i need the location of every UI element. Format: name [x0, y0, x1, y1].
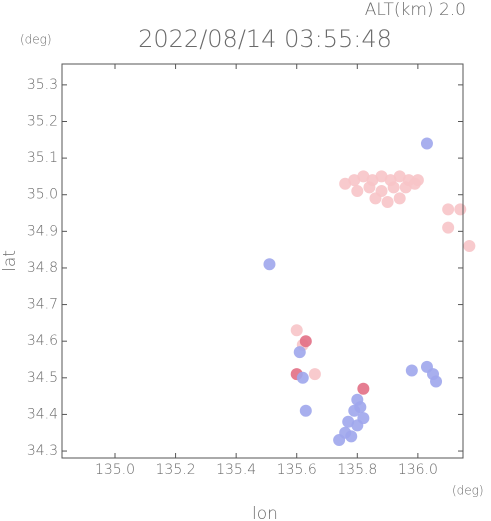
plot [263, 137, 476, 447]
x-tick-label: 135.0 [95, 462, 135, 478]
echo-point [351, 393, 364, 406]
y-tick-label: 34.8 [27, 260, 58, 276]
echo-point [463, 239, 476, 252]
y-tick-label: 35.1 [27, 150, 58, 166]
x-tick-label: 135.4 [216, 462, 256, 478]
echo-point [420, 137, 433, 150]
y-tick-label: 34.6 [27, 333, 58, 349]
x-tick-label: 135.2 [156, 462, 196, 478]
y-tick-label: 34.7 [27, 297, 58, 313]
x-tick-label: 136.0 [398, 462, 438, 478]
y-tick-label: 35.2 [27, 113, 58, 129]
chart-title: 2022/08/14 03:55:48 [138, 25, 392, 53]
echo-point [381, 196, 394, 209]
echo-point [399, 181, 412, 194]
y-tick-label: 34.5 [27, 370, 58, 386]
echo-point [357, 170, 370, 183]
x-axis-label: lon [252, 504, 278, 521]
echo-point [290, 324, 303, 337]
echo-point [308, 368, 321, 381]
x-tick-label: 135.6 [277, 462, 317, 478]
echo-point [375, 170, 388, 183]
y-tick-label: 34.3 [27, 443, 58, 459]
echo-point [345, 430, 358, 443]
echo-point [442, 221, 455, 234]
echo-point [293, 346, 306, 359]
echo-point [357, 412, 370, 425]
echo-point [299, 404, 312, 417]
y-tick-label: 35.3 [27, 77, 58, 93]
x-unit: (deg) [452, 484, 484, 498]
echo-point [393, 170, 406, 183]
y-tick-label: 34.4 [27, 406, 58, 422]
y-tick-label: 34.9 [27, 223, 58, 239]
echo-point [363, 181, 376, 194]
echo-point [454, 203, 467, 216]
echo-point [351, 185, 364, 198]
echo-point [408, 177, 421, 190]
echo-point [442, 203, 455, 216]
echo-point [357, 382, 370, 395]
x-tick-label: 135.8 [337, 462, 377, 478]
echo-point [387, 181, 400, 194]
echo-point [393, 192, 406, 205]
y-unit: (deg) [20, 33, 52, 47]
echo-point [348, 174, 361, 187]
echo-point [263, 258, 276, 271]
echo-point [369, 192, 382, 205]
y-axis-label: lat [0, 250, 20, 272]
altitude: ALT(km) 2.0 [365, 0, 466, 20]
echo-point [342, 415, 355, 428]
y-tick-label: 35.0 [27, 187, 58, 203]
echo-point [405, 364, 418, 377]
plot-frame [61, 63, 464, 459]
echo-point [430, 375, 443, 388]
echo-point [296, 371, 309, 384]
echo-point [299, 335, 312, 348]
echo-point [339, 177, 352, 190]
